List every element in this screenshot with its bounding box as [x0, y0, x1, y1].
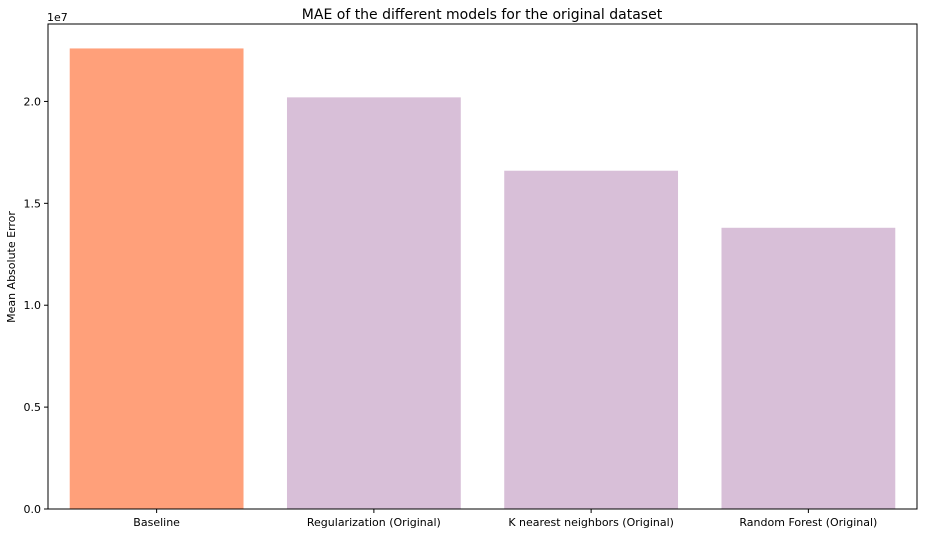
- x-axis-ticks: Baseline Regularization (Original) K neare…: [133, 509, 877, 529]
- bar-0: [69, 48, 244, 509]
- y-axis-ticks: 0.0 0.5 1.0 1.5 2.0: [24, 95, 48, 516]
- x-tick-label-1: Regularization (Original): [307, 516, 441, 529]
- bars-group: [69, 48, 896, 510]
- y-tick-label-1: 0.5: [24, 401, 42, 414]
- y-tick-label-3: 1.5: [24, 197, 42, 210]
- chart-title: MAE of the different models for the orig…: [302, 7, 663, 23]
- y-tick-label-0: 0.0: [24, 503, 42, 516]
- plot-area-frame: [47, 23, 918, 510]
- x-tick-label-3: Random Forest (Original): [739, 516, 877, 529]
- x-tick-label-2: K nearest neighbors (Original): [508, 516, 674, 529]
- x-tick-label-0: Baseline: [133, 516, 180, 529]
- y-axis-label: Mean Absolute Error: [5, 211, 18, 323]
- y-tick-label-2: 1.0: [24, 299, 42, 312]
- bar-1: [286, 97, 461, 510]
- y-tick-label-4: 2.0: [24, 95, 42, 108]
- bar-2: [504, 170, 679, 509]
- bar-3: [721, 227, 896, 509]
- y-axis-offset-label: 1e7: [47, 11, 68, 24]
